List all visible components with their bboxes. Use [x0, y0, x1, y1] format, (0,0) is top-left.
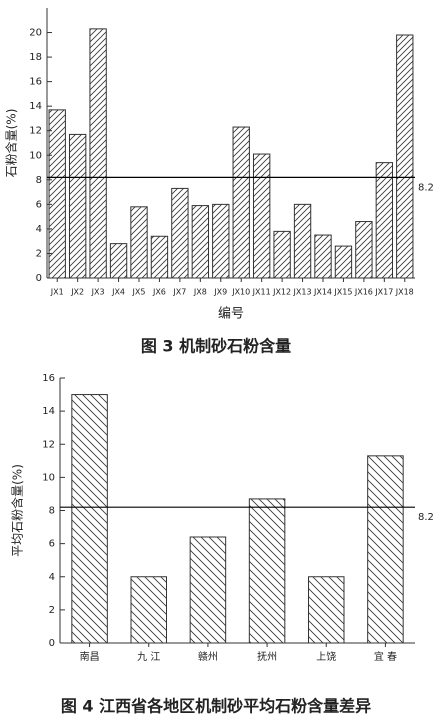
bar [48, 109, 66, 279]
x-tick-label: JX12 [272, 288, 291, 297]
bar [109, 243, 128, 279]
x-tick-label: JX18 [395, 288, 414, 297]
y-axis-title: 石粉含量(%) [4, 109, 19, 178]
y-tick-label: 0 [36, 273, 42, 284]
bar [252, 153, 271, 279]
y-tick-label: 8 [36, 175, 42, 186]
y-tick-label: 2 [36, 248, 42, 259]
y-tick-label: 16 [42, 373, 55, 384]
x-tick-label: JX2 [70, 288, 84, 297]
x-tick-label: JX14 [313, 288, 332, 297]
x-tick-label: JX9 [213, 288, 227, 297]
bar [130, 206, 148, 279]
x-tick-label: JX15 [333, 288, 352, 297]
y-tick-label: 2 [49, 605, 55, 616]
y-tick-label: 12 [29, 126, 42, 137]
y-tick-label: 6 [49, 539, 55, 550]
bar [71, 394, 108, 644]
x-tick-label: 上饶 [316, 650, 336, 663]
bar [367, 455, 404, 644]
x-tick-label: 宜 春 [374, 650, 397, 663]
bar [212, 203, 230, 279]
reference-label: 8.2 [418, 512, 433, 523]
bar [68, 133, 87, 279]
y-tick-label: 14 [42, 406, 55, 417]
y-tick-label: 14 [29, 101, 42, 112]
x-tick-label: JX5 [132, 288, 146, 297]
y-tick-label: 16 [29, 77, 42, 88]
bar [334, 245, 353, 279]
x-tick-label: JX10 [231, 288, 250, 297]
y-tick-label: 10 [29, 150, 42, 161]
y-tick-label: 0 [49, 638, 55, 649]
chart-title: 图 4 江西省各地区机制砂平均石粉含量差异 [61, 697, 371, 716]
y-tick-label: 4 [49, 572, 55, 583]
x-tick-label: JX11 [252, 288, 271, 297]
bar [248, 498, 286, 644]
x-tick-label: JX1 [50, 288, 64, 297]
y-tick-label: 4 [36, 224, 42, 235]
x-tick-label: JX4 [111, 288, 125, 297]
bar [150, 235, 169, 279]
x-tick-label: 九 江 [137, 651, 160, 663]
x-tick-label: JX6 [152, 288, 166, 297]
bar [308, 576, 345, 644]
y-tick-label: 10 [42, 472, 55, 483]
x-tick-label: JX17 [374, 288, 393, 297]
bar [355, 221, 373, 279]
bar [130, 576, 167, 644]
bar [273, 230, 291, 279]
x-tick-label: 抚州 [257, 651, 277, 663]
x-tick-label: JX3 [91, 288, 105, 297]
bar [375, 162, 394, 279]
y-axis-title: 平均石粉含量(%) [10, 464, 25, 557]
y-tick-label: 6 [36, 199, 42, 210]
x-tick-label: 南昌 [80, 650, 100, 663]
reference-label: 8.2 [418, 182, 433, 193]
x-axis-title: 编号 [218, 307, 244, 322]
bar [191, 205, 210, 279]
bar [232, 126, 250, 279]
bar [396, 34, 414, 279]
x-tick-label: 赣州 [198, 650, 218, 663]
bar [89, 28, 107, 279]
y-tick-label: 8 [49, 506, 55, 517]
y-tick-label: 12 [42, 439, 55, 450]
bar [171, 187, 189, 279]
chart-title: 图 3 机制砂石粉含量 [141, 337, 291, 356]
bar [189, 536, 227, 644]
bar [314, 234, 332, 279]
x-tick-label: JX13 [293, 288, 312, 297]
y-tick-label: 18 [29, 52, 42, 63]
x-tick-label: JX16 [354, 288, 373, 297]
x-tick-label: JX8 [193, 288, 207, 297]
x-tick-label: JX7 [172, 288, 186, 297]
y-tick-label: 20 [29, 28, 42, 39]
bar [293, 203, 312, 279]
